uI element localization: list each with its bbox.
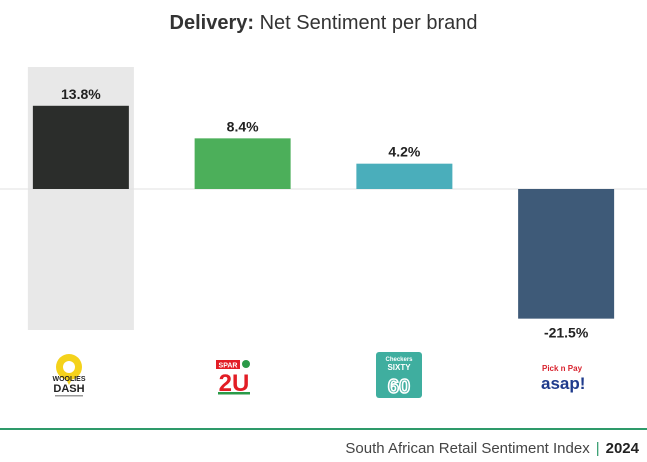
sixty-logo-number-text: 60	[388, 376, 410, 398]
bar-3	[518, 189, 615, 319]
pick-n-pay-asap-logo: Pick n Pay asap!	[538, 351, 596, 399]
pnp-logo-top-text: Pick n Pay	[542, 364, 583, 373]
footer-year: 2024	[605, 440, 639, 457]
data-label-2: 4.2%	[388, 144, 420, 160]
sixty-logo-top-text: Checkers	[385, 357, 413, 363]
chart-title-bold: Delivery:	[169, 12, 255, 34]
spar-2u-logo: SPAR 2U	[208, 351, 260, 399]
spar-logo-badge-text: SPAR	[219, 363, 238, 370]
data-label-0: 13.8%	[61, 86, 101, 102]
bar-0	[32, 105, 129, 189]
bar-2	[356, 163, 453, 189]
footer-separator: |	[595, 440, 600, 457]
woolies-logo-top-text: WOOLIES	[52, 376, 85, 383]
data-label-3: -21.5%	[544, 325, 589, 341]
woolies-logo-bottom-text: DASH	[53, 383, 84, 395]
footer: South African Retail Sentiment Index | 202…	[345, 440, 639, 457]
footer-divider	[0, 428, 647, 430]
chart-title-rest: Net Sentiment per brand	[254, 12, 478, 34]
sixty-logo-mid-text: SIXTY	[387, 363, 411, 372]
woolies-dash-logo: WOOLIES DASH	[43, 351, 95, 399]
chart-title: Delivery: Net Sentiment per brand	[0, 12, 647, 35]
footer-text: South African Retail Sentiment Index	[345, 440, 590, 457]
data-label-1: 8.4%	[227, 118, 259, 134]
checkers-sixty60-logo: Checkers SIXTY 60	[374, 351, 426, 399]
bar-1	[194, 138, 291, 189]
bar-chart: 13.8% 8.4% 4.2% -21.5%	[0, 67, 647, 341]
pnp-logo-bottom-text: asap!	[541, 374, 585, 393]
